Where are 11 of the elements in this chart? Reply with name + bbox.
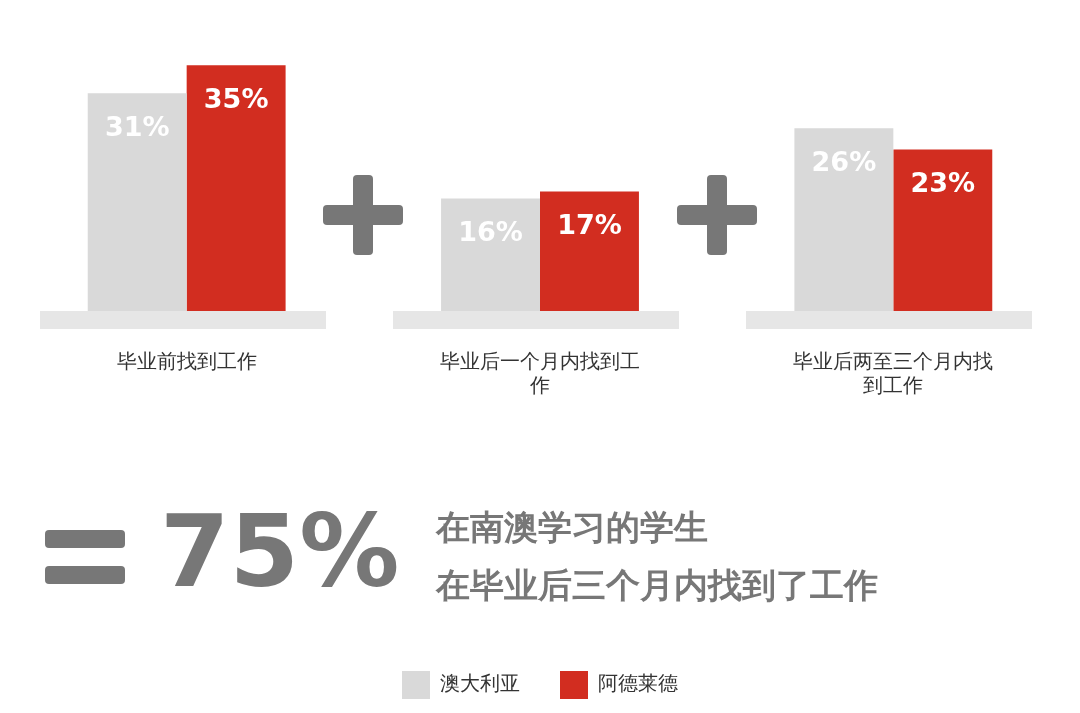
data-label: 35%	[203, 82, 269, 114]
text: 在毕业后三个月内找到了工作	[435, 564, 878, 605]
data-label: 23%	[910, 166, 976, 198]
text: 在南澳学习的学生	[435, 506, 708, 547]
x-tick-label: 毕业前找到工作	[116, 349, 257, 374]
legend-label: 澳大利亚	[440, 671, 520, 696]
x-tick-label: 毕业后一个月内找到工作	[440, 349, 640, 398]
text: 75%	[160, 492, 400, 610]
legend-label: 阿德莱德	[598, 671, 678, 696]
x-tick-label: 毕业后两至三个月内找到工作	[793, 349, 994, 398]
data-label: 17%	[557, 209, 622, 241]
